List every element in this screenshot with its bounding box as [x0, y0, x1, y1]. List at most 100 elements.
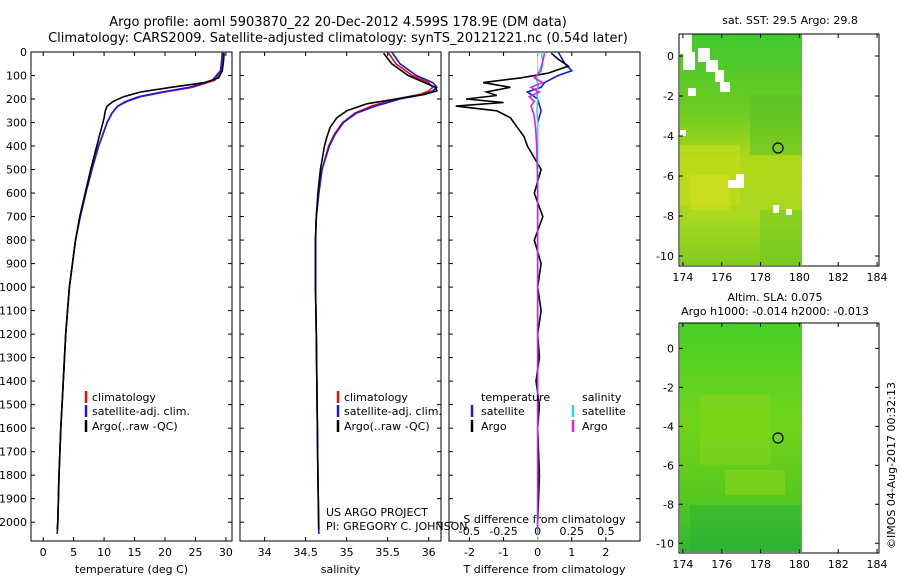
legend-label-climatology: climatology	[344, 391, 408, 404]
x-tick-label: -1	[498, 546, 509, 559]
y-tick-label: -6	[663, 459, 674, 472]
salinity-panel: 34 34.5 35 35.5 36 salinity	[239, 51, 442, 576]
x-tick-label: 182	[828, 558, 849, 571]
x-tick-label: 180	[789, 558, 810, 571]
sla-high-patch	[725, 470, 785, 495]
y-tick-label: 1700	[0, 446, 27, 459]
salinity-legend: climatology satellite-adj. clim. Argo(..…	[336, 391, 442, 433]
y-tick-label: 500	[6, 164, 27, 177]
legend-label-argo: Argo(..raw -QC)	[92, 420, 178, 433]
x-tick-label: 36	[422, 546, 436, 559]
legend-label-temp-argo: Argo	[481, 420, 507, 433]
legend-title-salinity: salinity	[582, 391, 622, 404]
x-tick-label: 35.5	[375, 546, 400, 559]
series-line-satellite-adj-clim-	[56, 51, 224, 534]
x-tick-label: 34.5	[293, 546, 318, 559]
sst-warm-patch	[690, 175, 730, 210]
x-top-axis-label: S difference from climatology	[463, 513, 626, 526]
x-axis-label: salinity	[321, 563, 361, 576]
series-line-satellite-adj-clim-	[314, 51, 439, 534]
sst-missing-cell	[773, 205, 779, 213]
x-tick-label: -2	[464, 546, 475, 559]
sst-map-field	[680, 34, 802, 265]
series-line-temperature-argo	[455, 52, 571, 530]
y-tick-label: 300	[6, 117, 27, 130]
sst-cool-patch	[760, 210, 802, 265]
y-tick-label: 400	[6, 140, 27, 153]
x-top-tick-label: -0.5	[459, 525, 480, 538]
x-tick-label: 180	[789, 271, 810, 284]
x-tick-label: 176	[711, 271, 732, 284]
legend-label-satellite: satellite-adj. clim.	[92, 405, 190, 418]
y-tick-label: -2	[663, 90, 674, 103]
y-tick-label: 2000	[0, 516, 27, 529]
y-tick-label: 100	[6, 70, 27, 83]
x-tick-label: 20	[158, 546, 172, 559]
series-line-climatology	[56, 51, 225, 534]
footer-pi: PI: GREGORY C. JOHNSON	[326, 520, 467, 533]
footer-project: US ARGO PROJECT	[326, 506, 428, 519]
y-tick-label: -8	[663, 498, 674, 511]
x-top-tick-label: 0.25	[560, 525, 585, 538]
float-position-marker	[772, 432, 784, 444]
x-tick-label: 184	[867, 558, 888, 571]
y-tick-label: 1400	[0, 375, 27, 388]
legend-label-argo: Argo(..raw -QC)	[344, 420, 430, 433]
title-line-2: Climatology: CARS2009. Satellite-adjuste…	[48, 31, 628, 46]
y-tick-label: -8	[663, 210, 674, 223]
y-tick-label: 200	[6, 93, 27, 106]
y-tick-label: 1300	[0, 352, 27, 365]
legend-label-climatology: climatology	[92, 391, 156, 404]
y-tick-label: 1100	[0, 305, 27, 318]
x-tick-label: 0	[40, 546, 47, 559]
x-tick-label: 5	[70, 546, 77, 559]
y-tick-label: -4	[663, 420, 674, 433]
x-tick-label: 182	[828, 271, 849, 284]
x-tick-label: 35	[340, 546, 354, 559]
legend-label-satellite: satellite-adj. clim.	[344, 405, 442, 418]
x-tick-label: 174	[672, 271, 693, 284]
series-line-salinity-argo	[527, 53, 546, 530]
x-tick-label: 2	[602, 546, 609, 559]
legend-label-temp-satellite: satellite	[481, 405, 525, 418]
sst-map-title: sat. SST: 29.5 Argo: 29.8	[722, 14, 858, 27]
sst-missing-cell	[736, 174, 744, 182]
y-tick-label: 1500	[0, 399, 27, 412]
x-tick-label: 0	[534, 546, 541, 559]
x-tick-label: 174	[672, 558, 693, 571]
x-axis-label: T difference from climatology	[463, 563, 626, 576]
y-tick-label: 0	[667, 342, 674, 355]
map-frame	[678, 322, 880, 554]
x-top-tick-label: -0.25	[489, 525, 517, 538]
y-tick-label: 600	[6, 187, 27, 200]
x-tick-label: 34	[258, 546, 272, 559]
y-tick-label: -10	[656, 537, 674, 550]
legend-title-temperature: temperature	[481, 391, 550, 404]
y-tick-label: -4	[663, 130, 674, 143]
sst-missing-cell	[688, 88, 696, 96]
y-tick-label: -2	[663, 381, 674, 394]
series-line-temperature-satellite	[525, 51, 574, 534]
x-tick-label: 178	[750, 558, 771, 571]
y-tick-label: -10	[656, 250, 674, 263]
x-tick-label: 15	[128, 546, 142, 559]
legend-label-sal-argo: Argo	[582, 420, 608, 433]
legend-label-sal-satellite: satellite	[582, 405, 626, 418]
y-tick-label: 1000	[0, 281, 27, 294]
difference-legend: temperature satellite Argo salinity sate…	[470, 391, 626, 433]
y-tick-label: 0	[667, 50, 674, 63]
sst-missing-cell	[680, 34, 692, 54]
x-tick-label: 178	[750, 271, 771, 284]
sla-map-title-1: Altim. SLA: 0.075	[727, 291, 822, 304]
sla-low-patch	[690, 505, 800, 552]
x-tick-label: 30	[219, 546, 233, 559]
x-tick-label: 184	[867, 271, 888, 284]
plot-frame	[448, 51, 641, 542]
sst-missing-cell	[706, 60, 718, 72]
sla-map-title-2: Argo h1000: -0.014 h2000: -0.013	[681, 305, 869, 318]
y-tick-label: 1900	[0, 493, 27, 506]
y-tick-label: 1800	[0, 469, 27, 482]
sla-field	[680, 323, 802, 552]
y-tick-label: -6	[663, 170, 674, 183]
